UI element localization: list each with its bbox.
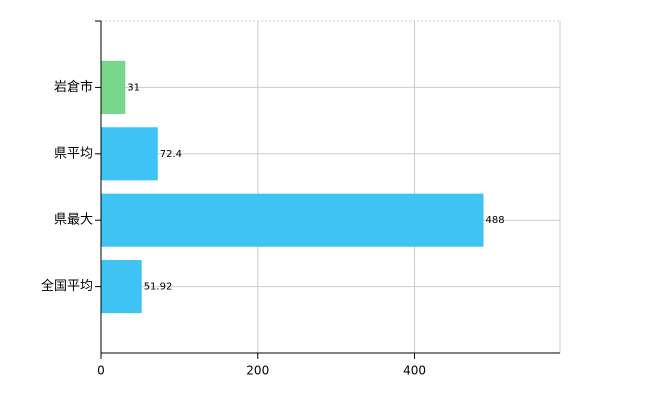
value-label: 51.92 <box>144 282 173 293</box>
y-tick-label: 岩倉市 <box>54 79 93 95</box>
x-tick-label: 400 <box>403 364 426 378</box>
value-label: 31 <box>127 82 140 93</box>
y-tick-label: 県平均 <box>54 146 93 161</box>
y-tick-label: 全国平均 <box>41 278 93 294</box>
bar <box>101 260 142 314</box>
bar <box>101 60 126 114</box>
x-tick-label: 200 <box>246 364 269 378</box>
y-tick-label: 県最大 <box>54 213 93 228</box>
value-label: 72.4 <box>160 149 182 160</box>
bar <box>101 127 158 181</box>
x-tick-label: 0 <box>97 364 105 378</box>
bar <box>101 193 484 247</box>
value-label: 488 <box>486 215 505 226</box>
